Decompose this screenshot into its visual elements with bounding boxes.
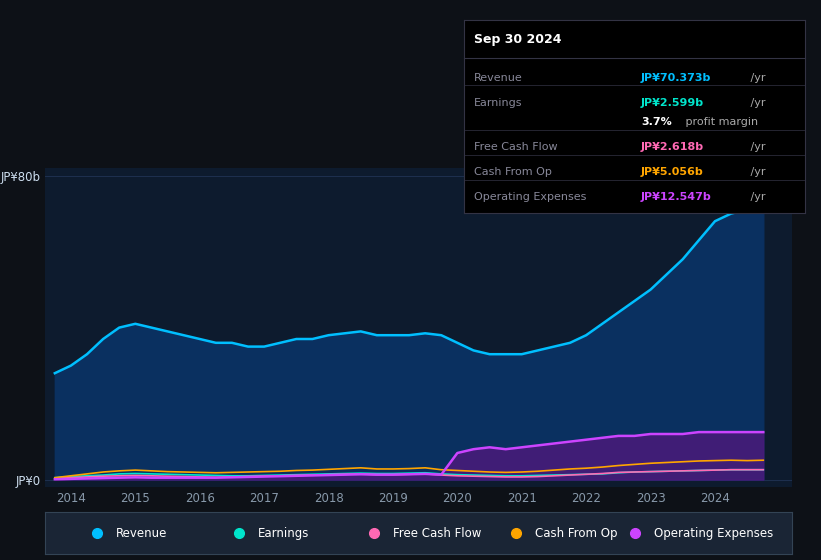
- Text: JP¥12.547b: JP¥12.547b: [641, 192, 712, 202]
- Text: /yr: /yr: [746, 192, 765, 202]
- Text: Free Cash Flow: Free Cash Flow: [474, 142, 557, 152]
- Text: Sep 30 2024: Sep 30 2024: [474, 33, 562, 46]
- Text: /yr: /yr: [746, 73, 765, 82]
- Text: profit margin: profit margin: [682, 117, 758, 127]
- Text: Operating Expenses: Operating Expenses: [474, 192, 586, 202]
- Text: JP¥70.373b: JP¥70.373b: [641, 73, 712, 82]
- Text: Earnings: Earnings: [474, 97, 523, 108]
- Text: Operating Expenses: Operating Expenses: [654, 527, 773, 540]
- Text: /yr: /yr: [746, 167, 765, 177]
- Text: Free Cash Flow: Free Cash Flow: [392, 527, 481, 540]
- Text: Earnings: Earnings: [258, 527, 310, 540]
- Text: JP¥2.618b: JP¥2.618b: [641, 142, 704, 152]
- Text: /yr: /yr: [746, 97, 765, 108]
- Text: /yr: /yr: [746, 142, 765, 152]
- Text: Cash From Op: Cash From Op: [474, 167, 552, 177]
- Text: JP¥5.056b: JP¥5.056b: [641, 167, 704, 177]
- Text: Cash From Op: Cash From Op: [534, 527, 617, 540]
- Text: Revenue: Revenue: [116, 527, 167, 540]
- Text: Revenue: Revenue: [474, 73, 523, 82]
- Text: 3.7%: 3.7%: [641, 117, 672, 127]
- Text: JP¥2.599b: JP¥2.599b: [641, 97, 704, 108]
